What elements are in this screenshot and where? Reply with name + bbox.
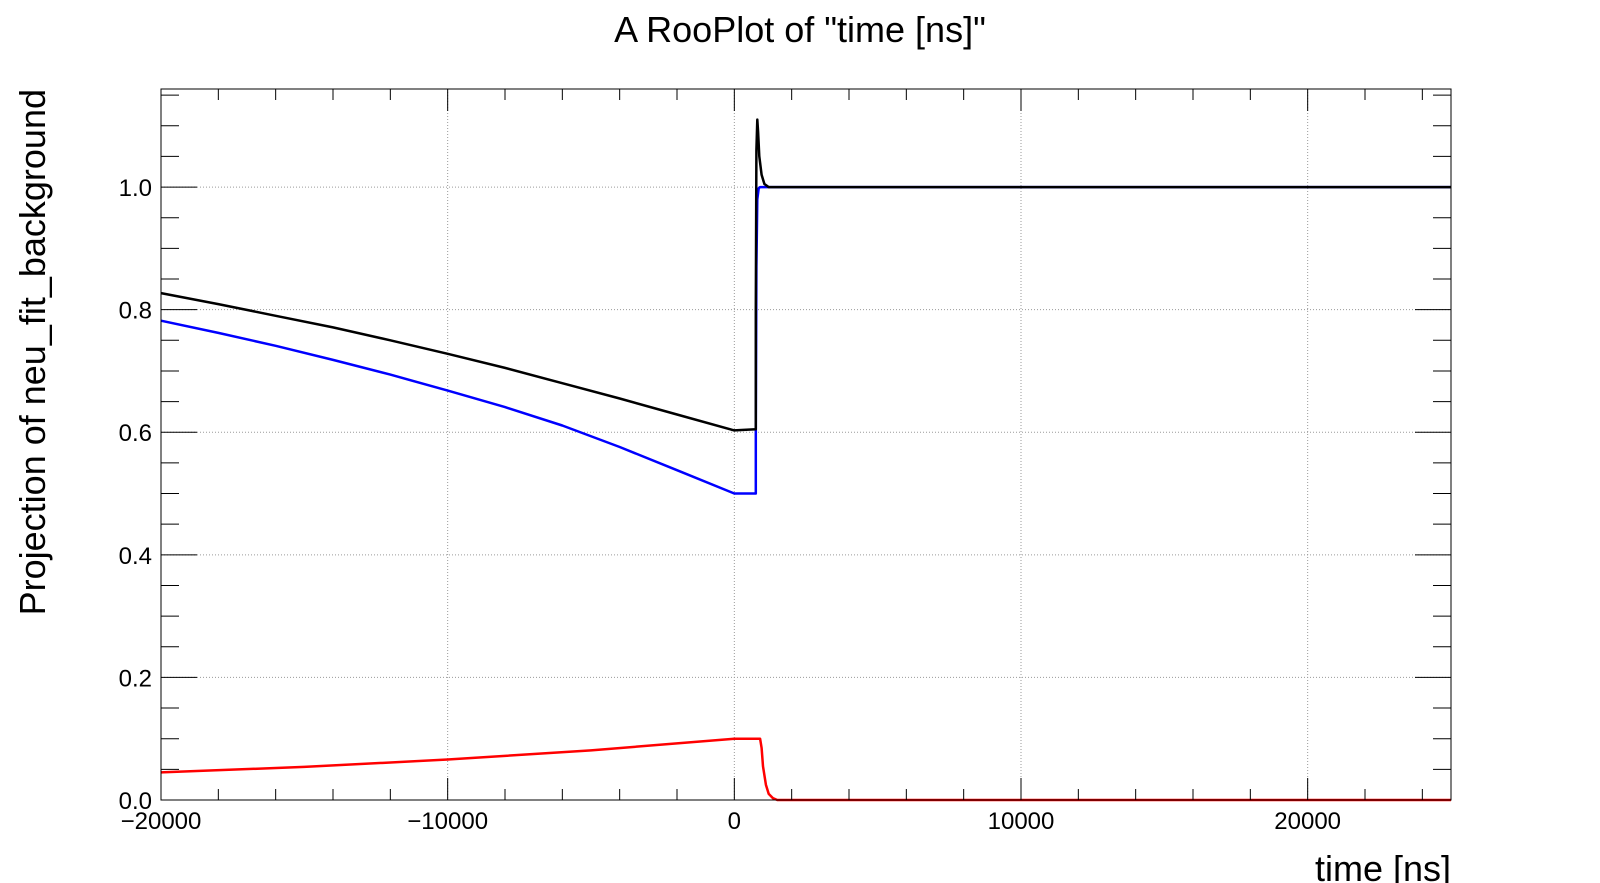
x-tick-label-2: 0 [728, 808, 741, 835]
plot-frame [160, 88, 1452, 801]
x-tick-label-3: 10000 [988, 808, 1055, 835]
series-line-1 [160, 737, 1451, 802]
series-line-2 [160, 118, 1451, 432]
tick-label-layer: −20000 −10000 0 10000 20000 0.0 0.2 0.4 0.6 0.8 1.… [119, 175, 1341, 835]
grid-layer [161, 89, 1451, 800]
y-axis-label: Projection of neu_fit_background [12, 89, 53, 615]
series-line-0 [160, 185, 1451, 495]
y-tick-label-1: 0.2 [119, 665, 152, 692]
x-axis-label: time [ns] [1315, 848, 1451, 883]
curve-layer [160, 118, 1451, 802]
y-tick-label-0: 0.0 [119, 788, 152, 815]
y-tick-label-3: 0.6 [119, 420, 152, 447]
x-tick-label-0: −20000 [121, 808, 202, 835]
chart-title: A RooPlot of "time [ns]" [614, 9, 986, 50]
x-tick-label-1: −10000 [407, 808, 488, 835]
y-tick-label-2: 0.4 [119, 543, 152, 570]
tick-layer [160, 89, 1451, 801]
y-tick-label-4: 0.8 [119, 298, 152, 325]
y-tick-label-5: 1.0 [119, 175, 152, 202]
x-tick-label-4: 20000 [1274, 808, 1341, 835]
